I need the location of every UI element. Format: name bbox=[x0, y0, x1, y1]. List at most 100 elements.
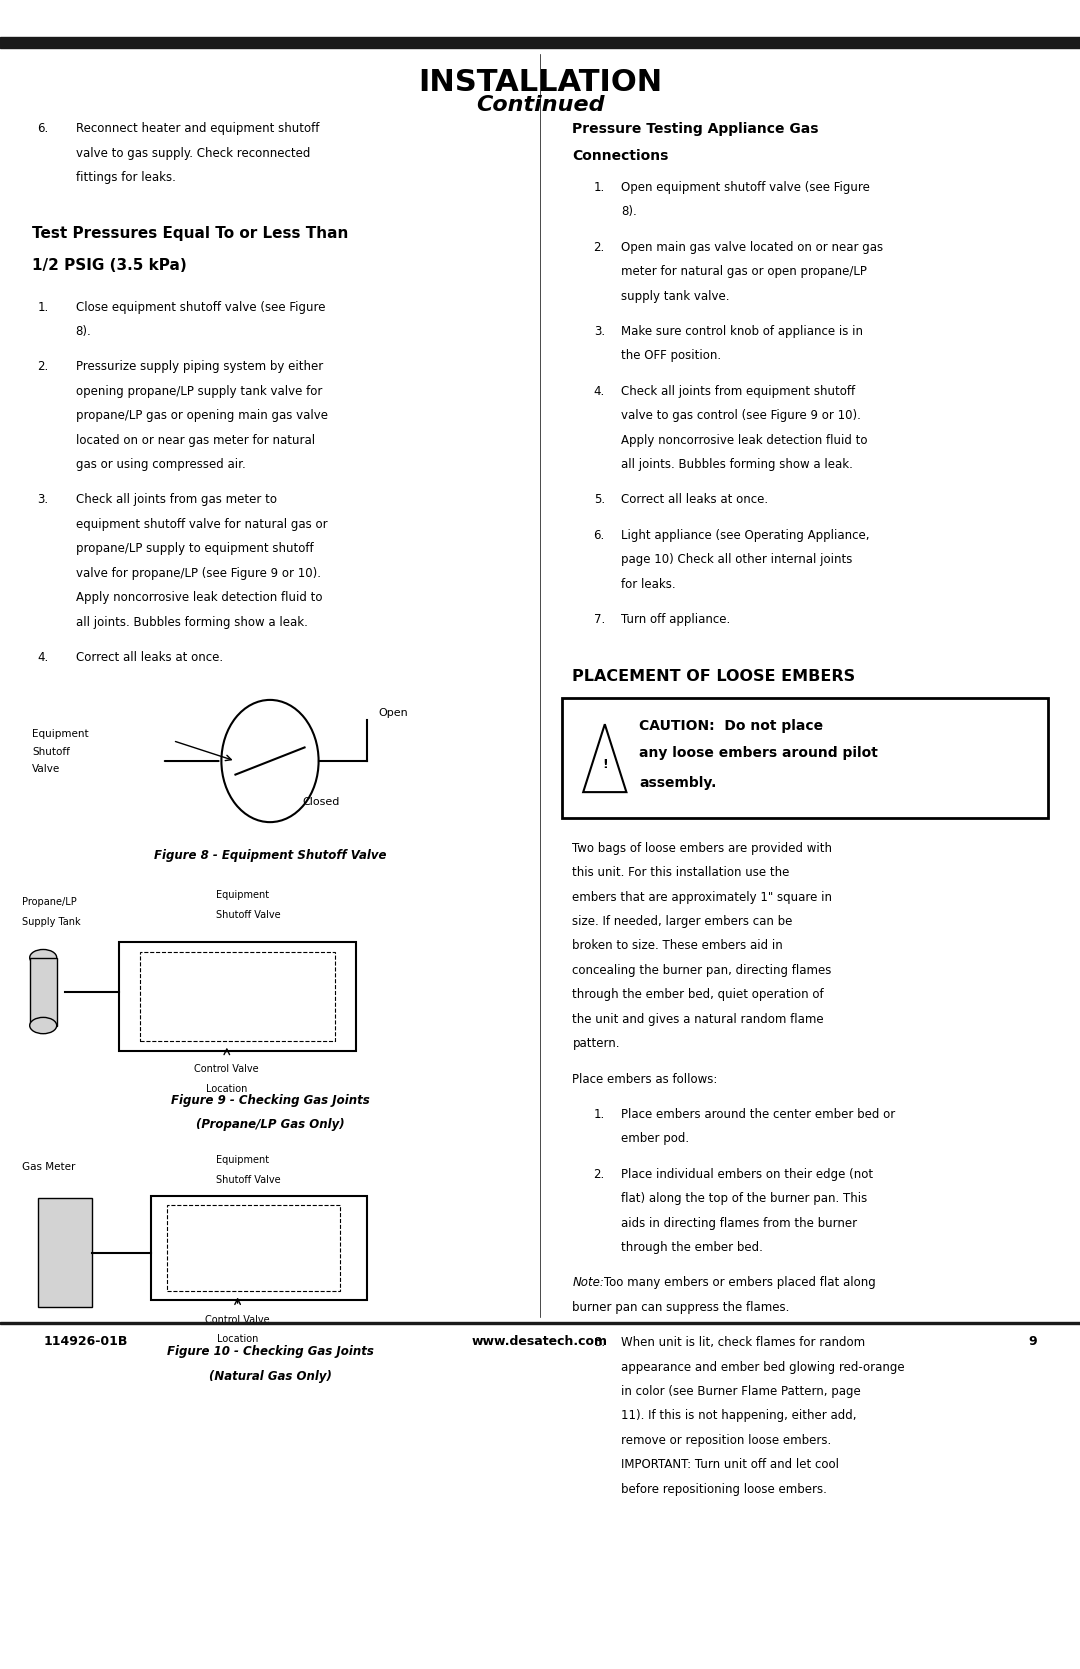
Ellipse shape bbox=[775, 1624, 789, 1637]
Text: valve to gas control (see Figure 9 or 10).: valve to gas control (see Figure 9 or 10… bbox=[621, 409, 861, 422]
Text: (Natural Gas Only): (Natural Gas Only) bbox=[208, 1370, 332, 1382]
Text: Figure 10 - Checking Gas Joints: Figure 10 - Checking Gas Joints bbox=[166, 1345, 374, 1359]
Text: before repositioning loose embers.: before repositioning loose embers. bbox=[621, 1482, 827, 1495]
Text: page 10) Check all other internal joints: page 10) Check all other internal joints bbox=[621, 552, 852, 566]
Text: Continued: Continued bbox=[476, 95, 604, 115]
Text: Figure 8 - Equipment Shutoff Valve: Figure 8 - Equipment Shutoff Valve bbox=[153, 850, 387, 863]
Text: INSTALLATION: INSTALLATION bbox=[418, 68, 662, 97]
Bar bbox=[151, 1195, 367, 1300]
Text: appearance and ember bed glowing red-orange: appearance and ember bed glowing red-ora… bbox=[621, 1360, 905, 1374]
Text: located on or near gas meter for natural: located on or near gas meter for natural bbox=[76, 434, 314, 447]
Ellipse shape bbox=[848, 1552, 862, 1564]
Ellipse shape bbox=[721, 1589, 731, 1606]
Bar bbox=[659, 1547, 929, 1657]
Text: Note:: Note: bbox=[572, 1277, 605, 1290]
Text: PLACEMENT OF LOOSE EMBERS: PLACEMENT OF LOOSE EMBERS bbox=[572, 669, 855, 684]
Text: Shutoff Valve: Shutoff Valve bbox=[216, 1175, 281, 1185]
Text: size. If needed, larger embers can be: size. If needed, larger embers can be bbox=[572, 915, 793, 928]
Text: meter for natural gas or open propane/LP: meter for natural gas or open propane/LP bbox=[621, 265, 867, 279]
Text: Make sure control knob of appliance is in: Make sure control knob of appliance is i… bbox=[621, 325, 863, 337]
Text: Open main gas valve located on or near gas: Open main gas valve located on or near g… bbox=[621, 240, 883, 254]
Text: Location: Location bbox=[217, 1335, 258, 1345]
Ellipse shape bbox=[823, 1607, 847, 1616]
Text: 2.: 2. bbox=[594, 1168, 605, 1180]
Text: Open: Open bbox=[378, 708, 408, 718]
Text: 3.: 3. bbox=[594, 325, 605, 337]
Ellipse shape bbox=[684, 1577, 701, 1586]
Text: supply tank valve.: supply tank valve. bbox=[621, 290, 729, 302]
Ellipse shape bbox=[752, 1552, 772, 1571]
Text: Place embers around the center ember bed or: Place embers around the center ember bed… bbox=[621, 1108, 895, 1122]
Text: Note:: Note: bbox=[572, 1277, 605, 1290]
Text: aids in directing flames from the burner: aids in directing flames from the burner bbox=[621, 1217, 858, 1230]
Text: the unit and gives a natural random flame: the unit and gives a natural random flam… bbox=[572, 1013, 824, 1026]
Text: (Propane/LP Gas Only): (Propane/LP Gas Only) bbox=[195, 1118, 345, 1132]
Text: Reconnect heater and equipment shutoff: Reconnect heater and equipment shutoff bbox=[76, 122, 319, 135]
Bar bbox=[30, 958, 57, 1025]
Polygon shape bbox=[583, 724, 626, 793]
Text: CAUTION:  Do not place: CAUTION: Do not place bbox=[639, 719, 823, 733]
Text: When unit is lit, check flames for random: When unit is lit, check flames for rando… bbox=[621, 1337, 865, 1349]
Text: valve for propane/LP (see Figure 9 or 10).: valve for propane/LP (see Figure 9 or 10… bbox=[76, 567, 321, 579]
Text: in color (see Burner Flame Pattern, page: in color (see Burner Flame Pattern, page bbox=[621, 1385, 861, 1399]
Text: 1.: 1. bbox=[594, 1108, 605, 1122]
Text: the OFF position.: the OFF position. bbox=[621, 349, 721, 362]
Text: IMPORTANT: Turn unit off and let cool: IMPORTANT: Turn unit off and let cool bbox=[621, 1459, 839, 1472]
Text: pattern.: pattern. bbox=[572, 1038, 620, 1050]
Text: flat) along the top of the burner pan. This: flat) along the top of the burner pan. T… bbox=[621, 1192, 867, 1205]
Text: Figure 9 - Checking Gas Joints: Figure 9 - Checking Gas Joints bbox=[171, 1093, 369, 1107]
Text: 2.: 2. bbox=[38, 361, 49, 374]
Text: 8).: 8). bbox=[621, 205, 637, 219]
FancyBboxPatch shape bbox=[562, 698, 1048, 818]
Text: Shutoff: Shutoff bbox=[32, 746, 70, 756]
Text: Apply noncorrosive leak detection fluid to: Apply noncorrosive leak detection fluid … bbox=[621, 434, 867, 447]
Text: 7.: 7. bbox=[594, 613, 605, 626]
Text: Connections: Connections bbox=[572, 149, 669, 164]
Ellipse shape bbox=[702, 1556, 721, 1567]
Text: Shutoff Valve: Shutoff Valve bbox=[216, 910, 281, 920]
Text: assembly.: assembly. bbox=[639, 776, 717, 789]
Text: 4.: 4. bbox=[594, 384, 605, 397]
Text: 5.: 5. bbox=[594, 494, 605, 506]
Ellipse shape bbox=[727, 1612, 745, 1624]
Ellipse shape bbox=[841, 1604, 854, 1611]
Text: 114926-01B: 114926-01B bbox=[43, 1335, 127, 1349]
Text: any loose embers around pilot: any loose embers around pilot bbox=[639, 746, 878, 759]
Text: Equipment: Equipment bbox=[216, 1155, 269, 1165]
Text: Location: Location bbox=[206, 1085, 247, 1095]
Text: Test Pressures Equal To or Less Than: Test Pressures Equal To or Less Than bbox=[32, 225, 349, 240]
Text: embers that are approximately 1" square in: embers that are approximately 1" square … bbox=[572, 891, 833, 903]
Text: 1.: 1. bbox=[594, 180, 605, 194]
Ellipse shape bbox=[810, 1582, 820, 1594]
Text: valve to gas supply. Check reconnected: valve to gas supply. Check reconnected bbox=[76, 147, 310, 160]
Text: 2.: 2. bbox=[594, 240, 605, 254]
Text: 3.: 3. bbox=[594, 1337, 605, 1349]
Text: 6.: 6. bbox=[38, 122, 49, 135]
Text: 1/2 PSIG (3.5 kPa): 1/2 PSIG (3.5 kPa) bbox=[32, 259, 187, 274]
Text: this unit. For this installation use the: this unit. For this installation use the bbox=[572, 866, 789, 880]
Ellipse shape bbox=[30, 950, 57, 966]
Ellipse shape bbox=[729, 1614, 750, 1629]
Ellipse shape bbox=[711, 1606, 735, 1616]
Ellipse shape bbox=[850, 1601, 874, 1616]
Text: 11). If this is not happening, either add,: 11). If this is not happening, either ad… bbox=[621, 1409, 856, 1422]
Ellipse shape bbox=[826, 1597, 846, 1614]
Text: broken to size. These embers aid in: broken to size. These embers aid in bbox=[572, 940, 783, 953]
Ellipse shape bbox=[786, 1614, 798, 1622]
Text: Two bags of loose embers are provided with: Two bags of loose embers are provided wi… bbox=[572, 841, 833, 855]
Text: opening propane/LP supply tank valve for: opening propane/LP supply tank valve for bbox=[76, 386, 322, 397]
Text: Open equipment shutoff valve (see Figure: Open equipment shutoff valve (see Figure bbox=[621, 180, 869, 194]
Ellipse shape bbox=[889, 1574, 902, 1594]
Ellipse shape bbox=[30, 1018, 57, 1033]
Text: Control Valve: Control Valve bbox=[194, 1065, 259, 1075]
Text: concealing the burner pan, directing flames: concealing the burner pan, directing fla… bbox=[572, 965, 832, 976]
Text: Apply noncorrosive leak detection fluid to: Apply noncorrosive leak detection fluid … bbox=[76, 591, 322, 604]
Text: 8).: 8). bbox=[76, 325, 92, 339]
Text: Pressurize supply piping system by either: Pressurize supply piping system by eithe… bbox=[76, 361, 323, 374]
Bar bbox=[38, 1198, 92, 1307]
Text: Close equipment shutoff valve (see Figure: Close equipment shutoff valve (see Figur… bbox=[76, 300, 325, 314]
Text: Turn off appliance.: Turn off appliance. bbox=[621, 613, 730, 626]
Text: propane/LP supply to equipment shutoff: propane/LP supply to equipment shutoff bbox=[76, 542, 313, 556]
Text: all joints. Bubbles forming show a leak.: all joints. Bubbles forming show a leak. bbox=[621, 457, 853, 471]
Text: Pressure Testing Appliance Gas: Pressure Testing Appliance Gas bbox=[572, 122, 819, 137]
